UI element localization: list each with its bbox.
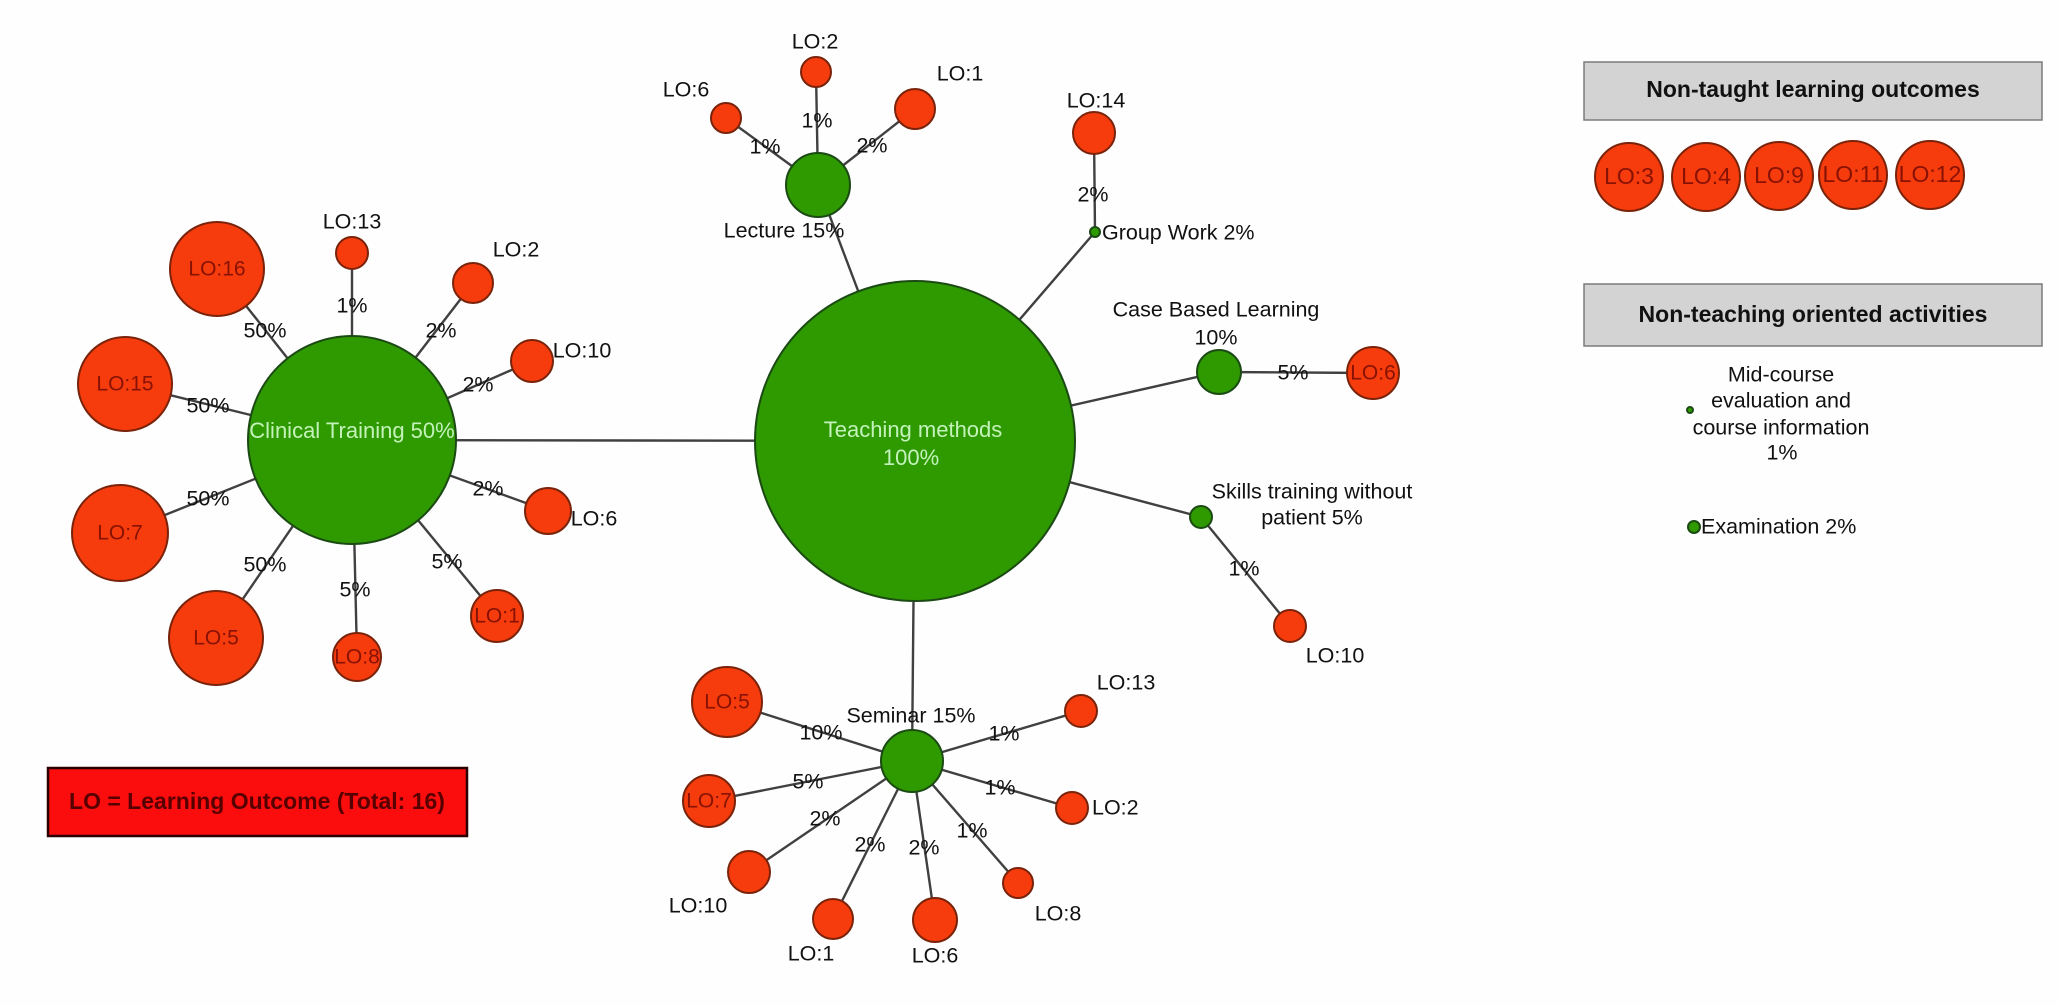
- svg-text:LO:8: LO:8: [334, 646, 380, 669]
- svg-text:2%: 2%: [472, 477, 503, 501]
- svg-text:LO:10: LO:10: [553, 339, 612, 363]
- svg-text:Case Based Learning: Case Based Learning: [1113, 298, 1320, 322]
- svg-text:2%: 2%: [908, 836, 939, 860]
- svg-text:50%: 50%: [243, 553, 286, 577]
- svg-text:1%: 1%: [956, 819, 987, 843]
- svg-text:1%: 1%: [1766, 441, 1797, 465]
- svg-text:1%: 1%: [1228, 557, 1259, 581]
- svg-text:LO:6: LO:6: [912, 944, 959, 968]
- svg-text:LO:6: LO:6: [1350, 362, 1396, 385]
- svg-text:LO:2: LO:2: [493, 238, 540, 262]
- svg-text:course information: course information: [1693, 416, 1870, 440]
- svg-text:LO:15: LO:15: [96, 373, 153, 396]
- svg-text:LO:4: LO:4: [1681, 163, 1731, 189]
- svg-text:LO:2: LO:2: [792, 30, 839, 54]
- svg-text:2%: 2%: [856, 134, 887, 158]
- svg-text:50%: 50%: [186, 394, 229, 418]
- svg-text:LO:7: LO:7: [686, 790, 732, 813]
- svg-text:10%: 10%: [1194, 326, 1237, 350]
- svg-text:Clinical Training 50%: Clinical Training 50%: [249, 418, 454, 443]
- svg-text:LO = Learning Outcome (Total:: LO = Learning Outcome (Total: 16): [69, 788, 445, 814]
- svg-text:Non-taught learning outcomes: Non-taught learning outcomes: [1646, 76, 1980, 102]
- svg-text:5%: 5%: [339, 578, 370, 602]
- svg-text:5%: 5%: [1277, 361, 1308, 385]
- svg-text:evaluation and: evaluation and: [1711, 389, 1851, 413]
- svg-text:LO:16: LO:16: [188, 258, 245, 281]
- svg-text:LO:5: LO:5: [704, 691, 750, 714]
- svg-text:1%: 1%: [336, 294, 367, 318]
- svg-text:LO:6: LO:6: [663, 78, 710, 102]
- svg-text:LO:9: LO:9: [1754, 162, 1804, 188]
- svg-text:LO:13: LO:13: [1097, 671, 1156, 695]
- svg-text:Skills training without: Skills training without: [1212, 480, 1413, 504]
- svg-text:Examination 2%: Examination 2%: [1701, 515, 1856, 539]
- svg-text:Lecture 15%: Lecture 15%: [724, 219, 845, 243]
- svg-text:LO:13: LO:13: [323, 210, 382, 234]
- svg-text:LO:1: LO:1: [937, 62, 984, 86]
- svg-text:1%: 1%: [801, 109, 832, 133]
- svg-text:Mid-course: Mid-course: [1728, 363, 1834, 387]
- svg-text:Teaching methods: Teaching methods: [824, 417, 1003, 442]
- svg-text:LO:3: LO:3: [1604, 163, 1654, 189]
- svg-text:2%: 2%: [854, 833, 885, 857]
- svg-text:1%: 1%: [984, 776, 1015, 800]
- svg-text:2%: 2%: [425, 319, 456, 343]
- svg-text:100%: 100%: [883, 445, 939, 470]
- svg-text:2%: 2%: [462, 373, 493, 397]
- svg-text:1%: 1%: [988, 722, 1019, 746]
- svg-text:LO:8: LO:8: [1035, 902, 1082, 926]
- svg-text:5%: 5%: [431, 550, 462, 574]
- svg-text:LO:10: LO:10: [1306, 644, 1365, 668]
- svg-text:LO:14: LO:14: [1067, 89, 1126, 113]
- svg-text:Non-teaching oriented activiti: Non-teaching oriented activities: [1639, 301, 1988, 327]
- svg-text:5%: 5%: [792, 770, 823, 794]
- svg-text:10%: 10%: [799, 721, 842, 745]
- svg-text:LO:5: LO:5: [193, 627, 239, 650]
- svg-text:1%: 1%: [749, 135, 780, 159]
- svg-text:LO:10: LO:10: [669, 894, 728, 918]
- svg-text:LO:1: LO:1: [474, 605, 520, 628]
- svg-text:LO:7: LO:7: [97, 522, 143, 545]
- svg-text:2%: 2%: [809, 807, 840, 831]
- svg-text:50%: 50%: [243, 319, 286, 343]
- svg-text:LO:6: LO:6: [571, 507, 618, 531]
- svg-text:Seminar 15%: Seminar 15%: [846, 704, 975, 728]
- svg-text:LO:1: LO:1: [788, 942, 835, 966]
- svg-text:LO:12: LO:12: [1899, 161, 1962, 187]
- svg-text:2%: 2%: [1077, 183, 1108, 207]
- svg-text:LO:11: LO:11: [1823, 161, 1884, 187]
- svg-text:50%: 50%: [186, 487, 229, 511]
- svg-text:patient 5%: patient 5%: [1261, 506, 1363, 530]
- svg-text:Group Work 2%: Group Work 2%: [1102, 221, 1255, 245]
- svg-text:LO:2: LO:2: [1092, 796, 1139, 820]
